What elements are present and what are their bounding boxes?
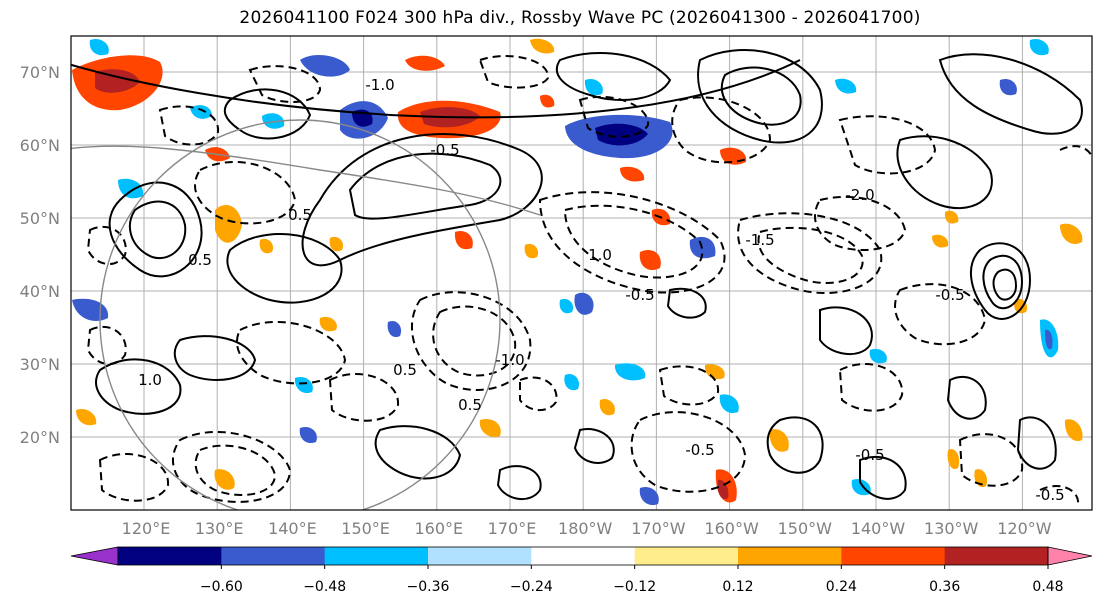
map-title: 2026041100 F024 300 hPa div., Rossby Wav… — [239, 8, 921, 28]
contour-label: -0.5 — [430, 141, 459, 159]
contour-label: 0.5 — [188, 251, 212, 269]
contour-label: -2.0 — [845, 186, 874, 204]
map-frame — [70, 35, 1093, 511]
colorbar-tick-label: 0.36 — [929, 579, 960, 595]
longitude-label: 170°W — [631, 519, 686, 538]
longitude-label: 130°E — [195, 519, 244, 538]
longitude-label: 170°E — [488, 519, 537, 538]
map-panel — [71, 36, 1092, 510]
colorbar-segment — [324, 547, 429, 565]
colorbar — [70, 546, 1093, 566]
contour-label: -0.5 — [935, 286, 964, 304]
colorbar-tick-label: −0.60 — [200, 579, 243, 595]
negative-contours — [86, 55, 1092, 506]
colorbar-segment — [634, 547, 739, 565]
longitude-label: 140°E — [268, 519, 317, 538]
longitude-label: 130°W — [924, 519, 979, 538]
longitude-label: 160°E — [414, 519, 463, 538]
latitude-label: 70°N — [20, 63, 60, 82]
colorbar-segment — [738, 547, 842, 565]
longitude-label: 120°E — [122, 519, 171, 538]
contour-label: -1.0 — [365, 76, 394, 94]
colorbar-tick-label: 0.24 — [826, 579, 857, 595]
colorbar-tick-label: −0.48 — [303, 579, 346, 595]
colorbar-tick-label: −0.12 — [613, 579, 656, 595]
latitude-label: 40°N — [20, 282, 60, 301]
contour-label: 0.5 — [288, 206, 312, 224]
longitude-label: 150°E — [341, 519, 390, 538]
longitude-label: 140°W — [851, 519, 906, 538]
reference-circle — [71, 119, 541, 510]
contour-label: 1.0 — [588, 246, 612, 264]
colorbar-tick-label: −0.24 — [510, 579, 553, 595]
colorbar-segment — [531, 547, 636, 565]
contour-label: -0.5 — [855, 446, 884, 464]
colorbar-segment — [841, 547, 946, 565]
colorbar-segment — [118, 547, 222, 565]
contour-label: -0.5 — [1035, 486, 1064, 504]
colorbar-segment — [944, 547, 1049, 565]
contour-label: -1.0 — [495, 351, 524, 369]
latitude-label: 60°N — [20, 136, 60, 155]
latitude-label: 20°N — [20, 428, 60, 447]
contour-label: 0.5 — [458, 396, 482, 414]
longitude-labels: 120°E 130°E 140°E 150°E 160°E 170°E 180°W 170°W… — [122, 519, 1052, 538]
contour-labels: 0.5 -0.5 -1.0 1.0 -1.5 -2.0 -0.5 0.5 -0.5 -0.5 -0.… — [138, 76, 1065, 504]
latitude-label: 50°N — [20, 209, 60, 228]
longitude-label: 160°W — [704, 519, 759, 538]
colorbar-tick-label: −0.36 — [407, 579, 450, 595]
positive-contours — [71, 49, 1083, 500]
graticule — [71, 36, 1092, 510]
colorbar-extend-min — [70, 546, 119, 566]
latitude-labels: 70°N 60°N 50°N 40°N 30°N 20°N — [20, 63, 60, 447]
colorbar-extend-max — [1047, 546, 1093, 566]
latitude-label: 30°N — [20, 355, 60, 374]
colorbar-tick-label: 0.12 — [722, 579, 753, 595]
longitude-label: 150°W — [778, 519, 833, 538]
contour-label: -0.5 — [625, 286, 654, 304]
contour-label: -1.5 — [745, 231, 774, 249]
longitude-label: 180°W — [558, 519, 613, 538]
colorbar-segment — [221, 547, 326, 565]
colorbar-ticks: −0.60 −0.48 −0.36 −0.24 −0.12 0.12 0.24 0.36 0.4… — [200, 565, 1064, 595]
longitude-label: 120°W — [997, 519, 1052, 538]
contour-label: 1.0 — [138, 371, 162, 389]
contour-label: 0.5 — [393, 361, 417, 379]
colorbar-segment — [428, 547, 532, 565]
colorbar-tick-label: 0.48 — [1032, 579, 1063, 595]
contour-label: -0.5 — [685, 441, 714, 459]
